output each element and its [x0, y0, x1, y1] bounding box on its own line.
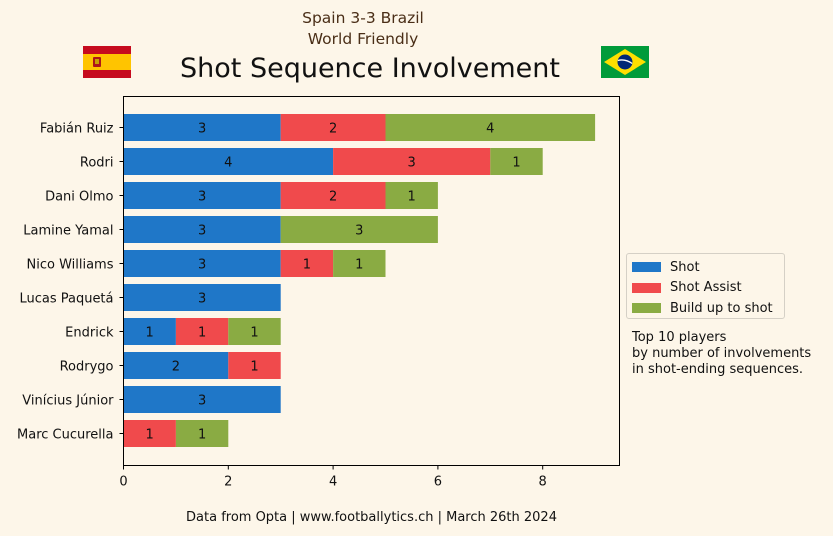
legend-item-shot-assist: Shot Assist: [632, 278, 779, 299]
bar-label-endrick-build-up-to-shot: 1: [250, 326, 258, 341]
bar-label-lamine-yamal-build-up-to-shot: 3: [355, 224, 363, 239]
y-tick-label-lucas-paqueta: Lucas Paquetá: [19, 292, 113, 307]
y-tick-label-marc-cucurella: Marc Cucurella: [17, 428, 113, 443]
footer-source: Data from Opta | www.footballytics.ch | …: [186, 510, 557, 525]
y-tick-label-vinicius-junior: Vinícius Júnior: [22, 394, 114, 409]
note-line-3: in shot-ending sequences.: [632, 362, 804, 377]
bar-vinicius-junior-shot: [123, 386, 281, 413]
note-line-2: by number of involvements: [632, 346, 812, 361]
legend-swatch-shot: [632, 262, 661, 273]
x-tick-label-4: 4: [329, 475, 337, 490]
bar-marc-cucurella-shot-assist: [123, 420, 176, 447]
note-line-1: Top 10 players: [632, 330, 727, 345]
legend: Shot Shot Assist Build up to shot: [626, 253, 785, 319]
bar-label-marc-cucurella-shot-assist: 1: [146, 428, 154, 443]
bar-dani-olmo-shot-assist: [280, 182, 386, 209]
x-tick-label-2: 2: [224, 475, 232, 490]
spain-flag-icon: [83, 46, 131, 78]
bar-rodrygo-shot: [123, 352, 229, 379]
bar-label-lucas-paqueta-shot: 3: [198, 292, 206, 307]
legend-label-shot-assist: Shot Assist: [670, 280, 742, 296]
bar-label-nico-williams-shot: 3: [198, 258, 206, 273]
bar-lamine-yamal-shot: [123, 216, 281, 243]
chart-note: Top 10 players by number of involvements…: [632, 330, 811, 378]
bar-dani-olmo-shot: [123, 182, 281, 209]
bar-nico-williams-build-up-to-shot: [333, 250, 386, 277]
bar-rodri-shot: [123, 148, 334, 175]
y-tick-label-rodri: Rodri: [80, 156, 114, 171]
x-tick-label-0: 0: [119, 475, 127, 490]
bar-lamine-yamal-build-up-to-shot: [280, 216, 438, 243]
bar-label-nico-williams-shot-assist: 1: [303, 258, 311, 273]
bar-label-rodri-build-up-to-shot: 1: [512, 156, 520, 171]
bar-label-rodrygo-shot-assist: 1: [250, 360, 258, 375]
bar-label-rodrygo-shot: 2: [172, 360, 180, 375]
bar-fabian-ruiz-shot-assist: [280, 114, 386, 141]
brazil-flag-icon: [601, 46, 649, 78]
legend-swatch-build-up: [632, 303, 661, 314]
legend-label-build-up: Build up to shot: [670, 300, 773, 316]
bar-label-dani-olmo-shot-assist: 2: [329, 190, 337, 205]
bar-label-fabian-ruiz-build-up-to-shot: 4: [486, 122, 494, 137]
y-tick-label-fabian-ruiz: Fabián Ruiz: [40, 122, 114, 137]
bar-rodri-shot-assist: [333, 148, 491, 175]
bar-label-endrick-shot: 1: [146, 326, 154, 341]
bar-dani-olmo-build-up-to-shot: [385, 182, 438, 209]
bar-fabian-ruiz-shot: [123, 114, 281, 141]
bar-label-rodri-shot-assist: 3: [408, 156, 416, 171]
bar-label-marc-cucurella-build-up-to-shot: 1: [198, 428, 206, 443]
bar-endrick-build-up-to-shot: [228, 318, 281, 345]
bar-label-rodri-shot: 4: [224, 156, 232, 171]
bar-marc-cucurella-build-up-to-shot: [175, 420, 229, 447]
bar-label-fabian-ruiz-shot: 3: [198, 122, 206, 137]
bar-endrick-shot: [123, 318, 176, 345]
x-tick-label-6: 6: [434, 475, 442, 490]
y-tick-label-lamine-yamal: Lamine Yamal: [23, 224, 113, 239]
bar-label-endrick-shot-assist: 1: [198, 326, 206, 341]
bar-label-lamine-yamal-shot: 3: [198, 224, 206, 239]
bar-rodrygo-shot-assist: [228, 352, 281, 379]
bar-label-dani-olmo-build-up-to-shot: 1: [408, 190, 416, 205]
chart-title: Shot Sequence Involvement: [180, 53, 560, 84]
bar-rodri-build-up-to-shot: [490, 148, 543, 175]
legend-swatch-shot-assist: [632, 282, 661, 293]
bar-fabian-ruiz-build-up-to-shot: [385, 114, 596, 141]
match-title: Spain 3-3 Brazil: [302, 9, 424, 27]
legend-label-shot: Shot: [670, 259, 700, 275]
bar-lucas-paqueta-shot: [123, 284, 281, 311]
legend-item-shot: Shot: [632, 257, 779, 278]
y-tick-label-dani-olmo: Dani Olmo: [45, 190, 113, 205]
competition-subtitle: World Friendly: [307, 30, 419, 48]
bar-label-nico-williams-build-up-to-shot: 1: [355, 258, 363, 273]
bar-endrick-shot-assist: [175, 318, 229, 345]
plot-frame: [123, 96, 620, 466]
y-tick-label-rodrygo: Rodrygo: [60, 360, 114, 375]
bar-label-dani-olmo-shot: 3: [198, 190, 206, 205]
bar-label-vinicius-junior-shot: 3: [198, 394, 206, 409]
bar-nico-williams-shot: [123, 250, 281, 277]
y-tick-label-nico-williams: Nico Williams: [27, 258, 114, 273]
y-tick-label-endrick: Endrick: [65, 326, 114, 341]
x-tick-label-8: 8: [539, 475, 547, 490]
bar-label-fabian-ruiz-shot-assist: 2: [329, 122, 337, 137]
bar-nico-williams-shot-assist: [280, 250, 334, 277]
legend-item-build-up: Build up to shot: [632, 298, 779, 319]
